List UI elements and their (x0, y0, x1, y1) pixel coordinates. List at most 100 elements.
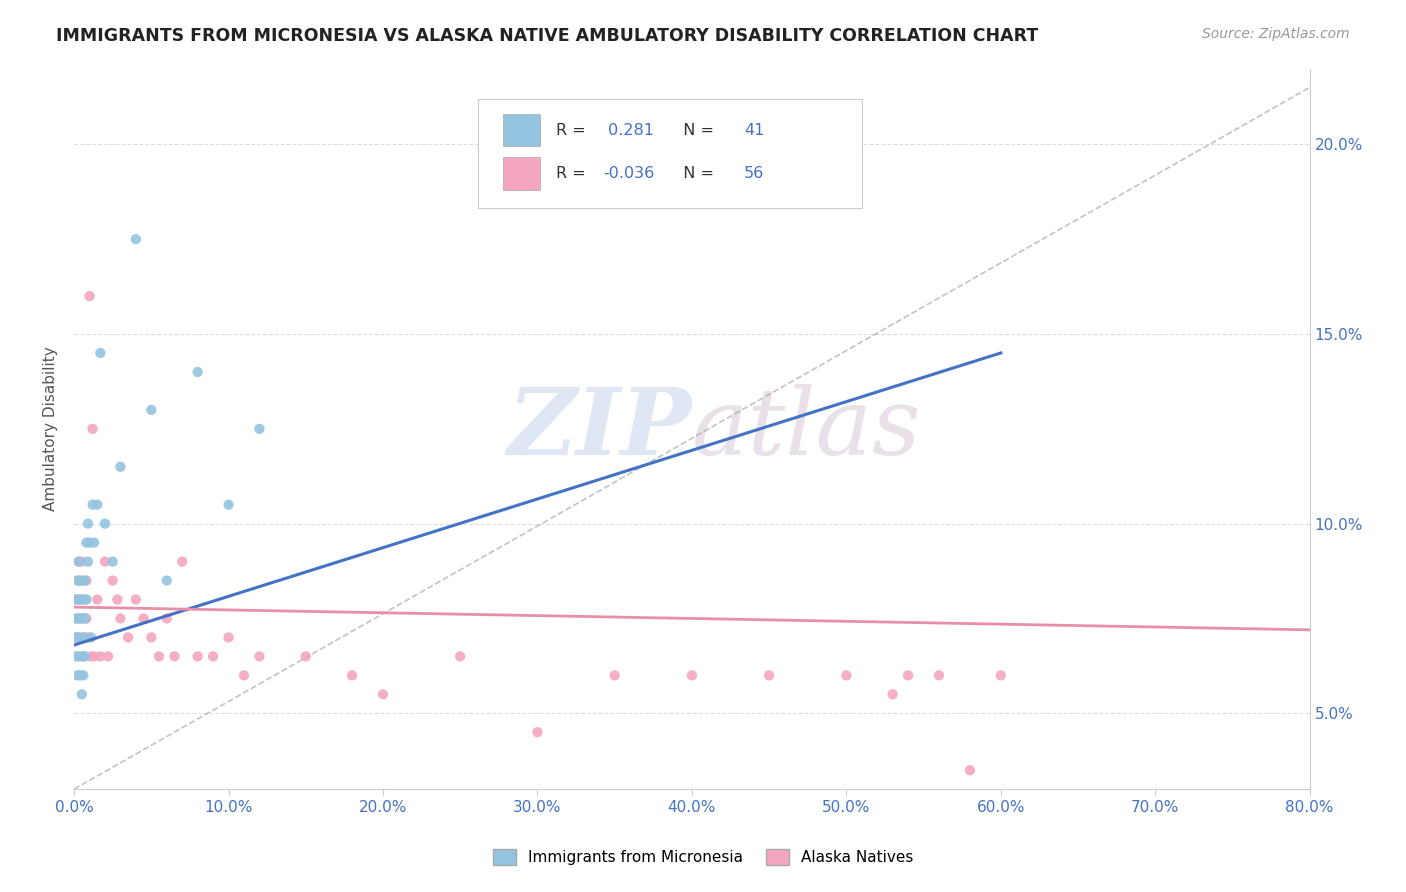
Point (83, 535, 105, 549)
Point (73, 592, 96, 607)
Point (340, 668, 363, 682)
FancyBboxPatch shape (503, 157, 540, 190)
Point (67, 649, 90, 664)
Point (141, 631, 163, 645)
Text: 41: 41 (744, 123, 763, 138)
Text: 56: 56 (744, 166, 763, 181)
Point (67, 555, 90, 569)
Point (526, 725, 548, 739)
Point (249, 649, 271, 664)
Point (69, 611, 91, 625)
Point (67, 592, 90, 607)
Point (101, 574, 124, 588)
Point (959, 763, 981, 777)
Point (72, 631, 94, 645)
Point (72, 649, 94, 664)
Point (110, 459, 132, 474)
Point (249, 422, 271, 436)
Point (72, 611, 94, 625)
Point (73, 649, 96, 664)
Point (758, 668, 780, 682)
Point (75, 592, 97, 607)
Point (86, 592, 108, 607)
Point (218, 498, 240, 512)
Point (233, 668, 256, 682)
Point (66, 611, 89, 625)
Text: Source: ZipAtlas.com: Source: ZipAtlas.com (1202, 27, 1350, 41)
Text: R =: R = (555, 123, 591, 138)
Point (89, 346, 111, 360)
Text: atlas: atlas (692, 384, 921, 474)
Point (75, 574, 97, 588)
Point (70, 592, 93, 607)
Point (67, 631, 90, 645)
Point (73, 631, 96, 645)
Text: R =: R = (555, 166, 591, 181)
Point (187, 365, 209, 379)
Point (172, 555, 194, 569)
Point (156, 611, 179, 625)
Point (125, 592, 148, 607)
Point (79, 289, 101, 303)
Y-axis label: Ambulatory Disability: Ambulatory Disability (44, 346, 58, 511)
Text: 0.281: 0.281 (603, 123, 654, 138)
Point (603, 668, 626, 682)
Point (65, 592, 87, 607)
Point (65, 649, 87, 664)
Point (125, 232, 148, 246)
Point (928, 668, 950, 682)
Point (132, 611, 155, 625)
Point (70, 555, 93, 569)
Point (67, 611, 90, 625)
Point (66, 592, 89, 607)
Point (86, 498, 108, 512)
Point (73, 611, 96, 625)
Point (72, 592, 94, 607)
Point (70, 649, 93, 664)
Point (66, 631, 89, 645)
FancyBboxPatch shape (503, 114, 540, 146)
Text: N =: N = (673, 166, 720, 181)
Point (218, 631, 240, 645)
Point (69, 574, 91, 588)
Point (75, 611, 97, 625)
Point (75, 535, 97, 549)
Point (69, 592, 91, 607)
Point (156, 574, 179, 588)
Point (69, 668, 91, 682)
Point (82, 422, 104, 436)
FancyBboxPatch shape (478, 99, 862, 208)
Point (148, 649, 170, 664)
Point (77, 516, 100, 531)
Point (80, 631, 103, 645)
Point (187, 649, 209, 664)
Point (77, 555, 100, 569)
Point (80, 649, 103, 664)
Point (82, 498, 104, 512)
Point (89, 649, 111, 664)
Point (94, 516, 117, 531)
Point (897, 668, 920, 682)
Point (69, 631, 91, 645)
Point (163, 649, 186, 664)
Point (94, 555, 117, 569)
Point (449, 649, 471, 664)
Point (141, 402, 163, 417)
Point (97, 649, 120, 664)
Point (294, 649, 316, 664)
Point (65, 611, 87, 625)
Text: N =: N = (673, 123, 720, 138)
Point (70, 574, 93, 588)
Text: IMMIGRANTS FROM MICRONESIA VS ALASKA NATIVE AMBULATORY DISABILITY CORRELATION CH: IMMIGRANTS FROM MICRONESIA VS ALASKA NAT… (56, 27, 1039, 45)
Point (67, 555, 90, 569)
Point (110, 611, 132, 625)
Point (65, 631, 87, 645)
Point (79, 535, 101, 549)
Point (67, 574, 90, 588)
Point (202, 649, 225, 664)
Legend: Immigrants from Micronesia, Alaska Natives: Immigrants from Micronesia, Alaska Nativ… (486, 843, 920, 871)
Point (835, 668, 858, 682)
Text: -0.036: -0.036 (603, 166, 654, 181)
Point (70, 611, 93, 625)
Point (371, 687, 394, 701)
